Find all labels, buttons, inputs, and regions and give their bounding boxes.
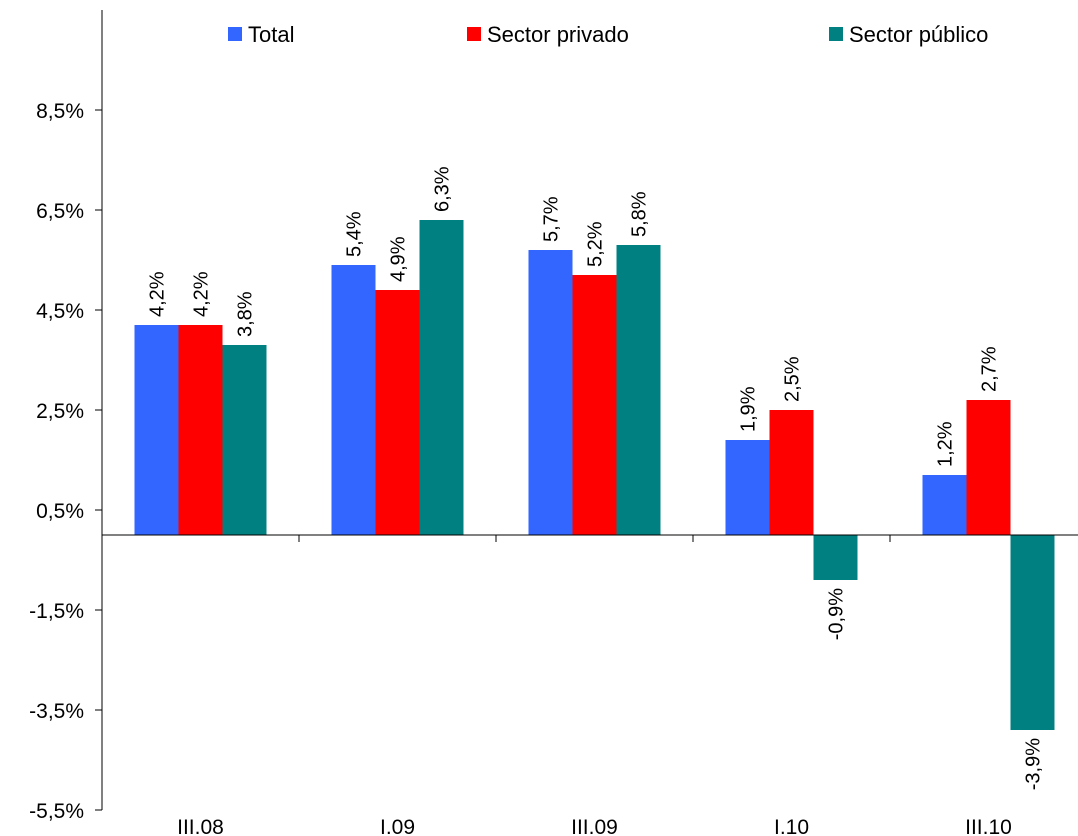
x-tick-label: III.09 — [571, 816, 618, 836]
x-tick-label: I.09 — [380, 816, 415, 836]
bar — [178, 325, 223, 535]
bar — [966, 400, 1011, 535]
y-tick-label: 2,5% — [36, 400, 84, 423]
data-label: -0,9% — [826, 588, 848, 640]
bar — [769, 410, 814, 535]
legend-label: Total — [248, 22, 294, 47]
data-label: 6,3% — [432, 166, 454, 212]
x-tick-label: III.08 — [177, 816, 224, 836]
bars — [134, 220, 1055, 730]
axes: -5,5% -3,5% -1,5% 0,5% 2,5% 4,5% 6,5% 8,5% III.0… — [29, 10, 1078, 836]
data-label: -3,9% — [1023, 738, 1045, 790]
x-tick-label: I.10 — [774, 816, 809, 836]
x-tick-label: III.10 — [965, 816, 1012, 836]
y-tick-label: 8,5% — [36, 100, 84, 123]
legend: Total Sector privado Sector público — [228, 22, 988, 47]
bar — [922, 475, 967, 535]
data-label: 4,9% — [388, 236, 410, 282]
data-label: 5,4% — [344, 211, 366, 257]
data-label: 2,7% — [979, 346, 1001, 392]
data-label: 4,2% — [147, 271, 169, 317]
legend-label: Sector público — [849, 22, 988, 47]
legend-label: Sector privado — [487, 22, 629, 47]
bar — [134, 325, 179, 535]
y-tick-label: 6,5% — [36, 200, 84, 223]
bar — [331, 265, 376, 535]
bar — [572, 275, 617, 535]
data-label: 5,8% — [629, 191, 651, 237]
bar — [616, 245, 661, 535]
data-label: 2,5% — [782, 356, 804, 402]
bar — [725, 440, 770, 535]
data-label: 4,2% — [191, 271, 213, 317]
data-label: 5,7% — [541, 196, 563, 242]
legend-swatch — [467, 27, 481, 41]
y-tick-label: 0,5% — [36, 500, 84, 523]
data-label: 3,8% — [235, 291, 257, 337]
bar — [813, 535, 858, 580]
y-tick-label: -1,5% — [29, 600, 84, 623]
y-tick-label: -5,5% — [29, 800, 84, 823]
bar — [419, 220, 464, 535]
legend-swatch — [228, 27, 242, 41]
y-tick-label: 4,5% — [36, 300, 84, 323]
y-tick-label: -3,5% — [29, 700, 84, 723]
legend-swatch — [829, 27, 843, 41]
data-label: 1,9% — [738, 386, 760, 432]
bar — [528, 250, 573, 535]
bar — [1010, 535, 1055, 730]
data-label: 1,2% — [935, 421, 957, 467]
data-labels: 4,2% 4,2% 3,8% 5,4% 4,9% 6,3% 5,7% 5,2% 5,8% 1,9%… — [147, 166, 1045, 790]
bar — [375, 290, 420, 535]
data-label: 5,2% — [585, 221, 607, 267]
bar — [222, 345, 267, 535]
